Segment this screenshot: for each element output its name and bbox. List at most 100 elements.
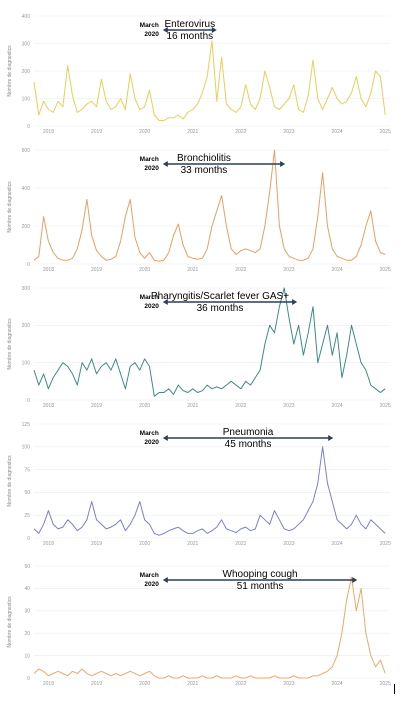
period-arrow-head-left	[162, 27, 168, 33]
y-tick-label: 400	[22, 186, 31, 192]
x-tick-label: 2019	[91, 267, 102, 273]
x-tick-label: 2022	[235, 541, 246, 547]
y-tick-label: 300	[22, 286, 31, 292]
disease-title: Pharyngitis/Scarlet fever GAS+	[151, 291, 289, 302]
x-tick-label: 2022	[235, 681, 246, 687]
x-tick-label: 2024	[332, 267, 343, 273]
period-arrow-head-right	[211, 27, 217, 33]
x-tick-label: 2025	[380, 267, 391, 273]
x-tick-label: 2019	[91, 541, 102, 547]
y-tick-label: 30	[24, 609, 30, 615]
y-tick-label: 125	[22, 422, 31, 428]
period-arrow-head-left	[162, 161, 168, 167]
y-axis-label: Nombre de diagnostics	[7, 455, 13, 507]
y-tick-label: 50	[24, 490, 30, 496]
march-label: March	[140, 572, 159, 579]
x-tick-label: 2020	[139, 403, 150, 409]
x-tick-label: 2023	[283, 541, 294, 547]
x-tick-label: 2020	[139, 541, 150, 547]
period-arrow-head-left	[162, 577, 168, 583]
y-tick-label: 0	[27, 124, 30, 130]
period-arrow-head-left	[162, 435, 168, 441]
march-label: March	[140, 430, 159, 437]
x-tick-label: 2021	[187, 267, 198, 273]
y-axis-label: Nombre de diagnostics	[7, 181, 13, 233]
march-label: March	[140, 22, 159, 29]
series-line	[33, 287, 386, 397]
x-tick-label: 2018	[43, 267, 54, 273]
x-tick-label: 2024	[332, 541, 343, 547]
year-label: 2020	[144, 581, 159, 588]
y-tick-label: 100	[22, 360, 31, 366]
march-label: March	[140, 294, 159, 301]
y-tick-label: 0	[27, 262, 30, 268]
period-arrow-head-right	[328, 435, 334, 441]
disease-title: Bronchiolitis	[177, 153, 231, 164]
x-tick-label: 2018	[43, 681, 54, 687]
series-line	[33, 149, 386, 262]
x-tick-label: 2021	[187, 403, 198, 409]
x-tick-label: 2018	[43, 403, 54, 409]
period-arrow-head-right	[280, 161, 286, 167]
y-tick-label: 200	[22, 69, 31, 75]
x-tick-label: 2021	[187, 129, 198, 135]
duration-label: 36 months	[197, 303, 244, 314]
disease-title: Whooping cough	[223, 569, 298, 580]
x-tick-label: 2022	[235, 129, 246, 135]
x-tick-label: 2023	[283, 129, 294, 135]
y-tick-label: 600	[22, 148, 31, 154]
x-tick-label: 2020	[139, 129, 150, 135]
period-arrow-head-left	[162, 299, 168, 305]
duration-label: 33 months	[181, 165, 228, 176]
duration-label: 45 months	[225, 439, 272, 450]
period-arrow-head-right	[292, 299, 298, 305]
x-tick-label: 2024	[332, 129, 343, 135]
y-tick-label: 0	[27, 536, 30, 542]
y-tick-label: 0	[27, 676, 30, 682]
y-tick-label: 50	[24, 564, 30, 570]
x-tick-label: 2023	[283, 267, 294, 273]
x-tick-label: 2020	[139, 267, 150, 273]
x-tick-label: 2019	[91, 129, 102, 135]
year-label: 2020	[144, 303, 159, 310]
duration-label: 16 months	[166, 31, 213, 42]
y-tick-label: 200	[22, 224, 31, 230]
x-tick-label: 2025	[380, 129, 391, 135]
x-tick-label: 2022	[235, 267, 246, 273]
x-tick-label: 2022	[235, 403, 246, 409]
disease-title: Enterovirus	[165, 19, 216, 30]
x-tick-label: 2025	[380, 403, 391, 409]
march-label: March	[140, 156, 159, 163]
year-label: 2020	[144, 31, 159, 38]
x-tick-label: 2025	[380, 541, 391, 547]
x-tick-label: 2019	[91, 403, 102, 409]
x-tick-label: 2021	[187, 681, 198, 687]
y-tick-label: 400	[22, 14, 31, 20]
x-tick-label: 2023	[283, 403, 294, 409]
text-cursor	[394, 684, 395, 694]
x-tick-label: 2018	[43, 541, 54, 547]
y-tick-label: 10	[24, 653, 30, 659]
series-line	[33, 446, 386, 536]
x-tick-label: 2021	[187, 541, 198, 547]
x-tick-label: 2023	[283, 681, 294, 687]
y-tick-label: 200	[22, 323, 31, 329]
x-tick-label: 2024	[332, 681, 343, 687]
x-tick-label: 2020	[139, 681, 150, 687]
y-tick-label: 0	[27, 398, 30, 404]
x-tick-label: 2024	[332, 403, 343, 409]
series-line	[33, 576, 386, 679]
x-tick-label: 2019	[91, 681, 102, 687]
y-tick-label: 100	[22, 96, 31, 102]
y-axis-label: Nombre de diagnostics	[7, 318, 13, 370]
disease-title: Pneumonia	[223, 427, 274, 438]
series-line	[33, 40, 386, 121]
y-tick-label: 20	[24, 631, 30, 637]
year-label: 2020	[144, 165, 159, 172]
x-tick-label: 2018	[43, 129, 54, 135]
y-axis-label: Nombre de diagnostics	[7, 596, 13, 648]
y-axis-label: Nombre de diagnostics	[7, 45, 13, 97]
year-label: 2020	[144, 439, 159, 446]
